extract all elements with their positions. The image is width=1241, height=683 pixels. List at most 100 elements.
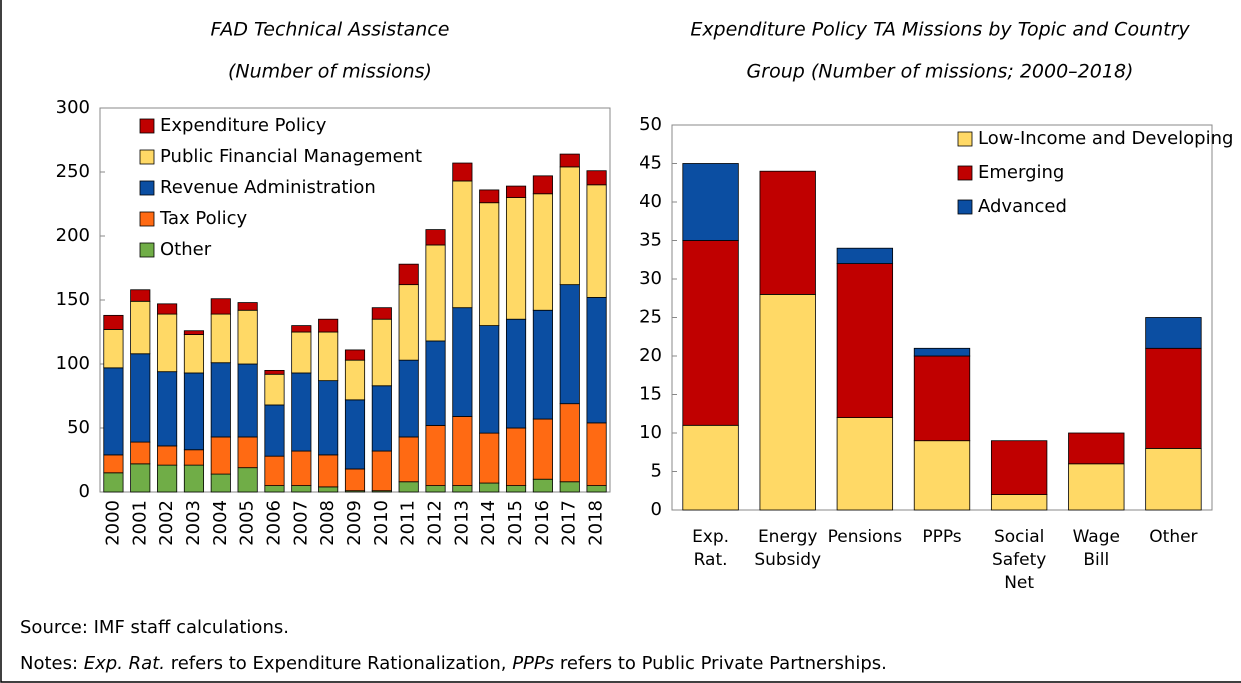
- bar-segment: [398, 359, 419, 438]
- x-tick-label: 2009: [344, 500, 365, 546]
- bar-segment: [157, 313, 178, 373]
- legend-label: Revenue Administration: [160, 177, 376, 198]
- notes: Notes: Exp. Rat. refers to Expenditure R…: [20, 653, 887, 674]
- bar-segment: [586, 422, 607, 487]
- bar-segment: [130, 463, 151, 493]
- bar-segment: [103, 314, 124, 330]
- bar-segment: [1068, 432, 1125, 465]
- chart-title: Group (Number of missions; 2000–2018): [747, 61, 1134, 83]
- y-tick-label: 50: [639, 114, 662, 135]
- bar-segment: [291, 450, 312, 487]
- x-tick-label: 2016: [532, 500, 553, 546]
- y-tick-label: 35: [639, 230, 662, 251]
- bar-segment: [210, 298, 231, 315]
- bar-segment: [836, 417, 894, 511]
- x-tick-label: Wage Bill: [1073, 527, 1120, 570]
- bar-segment: [344, 359, 366, 401]
- bar-segment: [425, 244, 446, 342]
- bar-segment: [183, 449, 205, 466]
- notes-text: Notes:: [20, 653, 84, 674]
- bar-segment: [425, 229, 446, 246]
- bar-segment: [398, 263, 419, 286]
- y-tick-label: 5: [651, 461, 662, 482]
- bar-segment: [532, 193, 553, 311]
- x-tick-label: 2013: [451, 500, 472, 546]
- legend-swatch: [139, 242, 155, 258]
- bar-segment: [130, 300, 151, 355]
- bar-segment: [183, 330, 205, 335]
- bar-segment: [586, 485, 607, 493]
- x-tick-label: Social Safety Net: [992, 527, 1046, 593]
- source: Source: IMF staff calculations.: [20, 617, 289, 638]
- bar-segment: [425, 425, 446, 487]
- notes-text: Exp. Rat.: [84, 653, 165, 674]
- legend-label: Other: [160, 239, 212, 260]
- x-tick-label: 2002: [156, 500, 177, 546]
- bar-segment: [344, 399, 366, 470]
- x-tick-line: Energy: [758, 527, 818, 547]
- bar-segment: [318, 454, 339, 488]
- x-tick-line: PPPs: [922, 527, 961, 547]
- bar-segment: [291, 331, 312, 374]
- x-tick-line: Subsidy: [754, 550, 821, 570]
- bar-segment: [559, 403, 580, 483]
- bar-segment: [237, 436, 258, 469]
- bar-segment: [990, 494, 1048, 511]
- bar-segment: [318, 486, 339, 493]
- x-tick-label: 2004: [210, 500, 231, 546]
- bar-segment: [291, 372, 312, 452]
- bar-segment: [103, 454, 124, 474]
- bar-segment: [452, 307, 473, 417]
- y-tick-label: 30: [639, 268, 662, 289]
- bar-segment: [157, 371, 178, 447]
- x-tick-line: Social: [994, 527, 1044, 547]
- x-tick-label: Other: [1149, 527, 1197, 547]
- bar-segment: [291, 325, 312, 333]
- bar-segment: [237, 309, 258, 365]
- bar-segment: [264, 373, 285, 406]
- notes-text: refers to Expenditure Rationalization,: [165, 653, 512, 674]
- chart-title: FAD Technical Assistance: [211, 19, 450, 41]
- bar-segment: [157, 464, 178, 493]
- x-tick-line: Rat.: [694, 550, 728, 570]
- bar-segment: [759, 170, 816, 295]
- legend-swatch: [957, 199, 973, 215]
- x-tick-label: 2008: [317, 500, 338, 546]
- bar-segment: [586, 170, 607, 186]
- bar-segment: [586, 184, 607, 298]
- y-tick-label: 10: [639, 422, 662, 443]
- bar-segment: [559, 166, 580, 286]
- legend-swatch: [957, 165, 973, 181]
- bar-segment: [1068, 463, 1125, 511]
- bar-segment: [103, 472, 124, 493]
- legend-swatch: [957, 131, 973, 147]
- bar-segment: [103, 329, 124, 369]
- bar-segment: [532, 309, 553, 420]
- x-tick-line: Bill: [1083, 550, 1109, 570]
- bar-segment: [479, 202, 500, 326]
- bar-segment: [1145, 317, 1202, 349]
- bar-segment: [559, 284, 580, 405]
- bar-segment: [264, 455, 285, 487]
- bar-segment: [505, 485, 527, 493]
- x-tick-line: Other: [1149, 527, 1197, 547]
- x-tick-label: 2010: [371, 500, 392, 546]
- x-tick-label: 2012: [425, 500, 446, 546]
- x-tick-label: 2017: [559, 500, 580, 546]
- bar-segment: [371, 450, 392, 492]
- bar-segment: [157, 445, 178, 466]
- bar-segment: [479, 325, 500, 434]
- bar-segment: [990, 440, 1048, 496]
- bar-segment: [130, 441, 151, 465]
- legend-swatch: [139, 118, 155, 134]
- x-tick-line: Net: [1004, 573, 1034, 593]
- y-tick-label: 0: [651, 499, 662, 520]
- bar-segment: [452, 162, 473, 182]
- bar-segment: [210, 436, 231, 475]
- legend-label: Public Financial Management: [160, 146, 422, 167]
- y-tick-label: 25: [639, 307, 662, 328]
- bar-segment: [836, 247, 894, 264]
- bar-segment: [505, 427, 527, 486]
- legend-swatch: [139, 211, 155, 227]
- bar-segment: [759, 293, 816, 511]
